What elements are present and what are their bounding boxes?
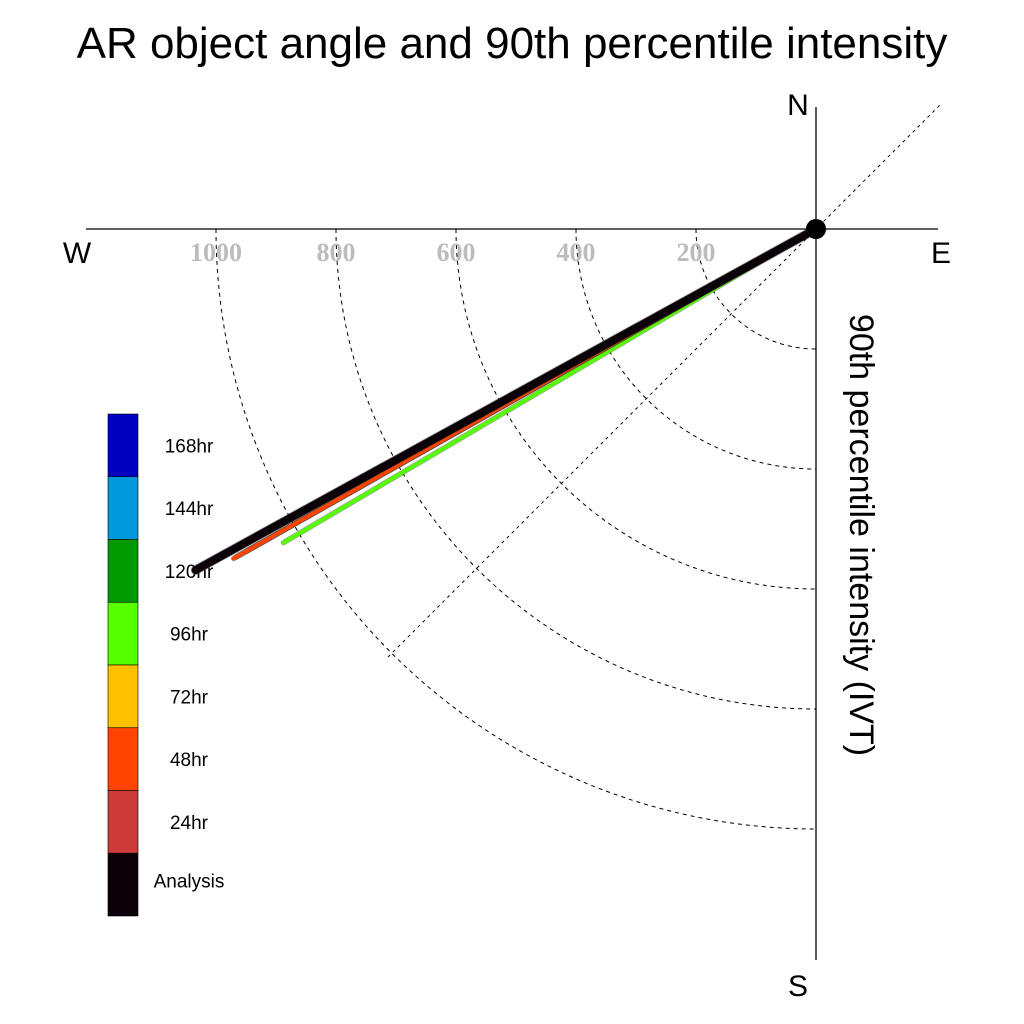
grid-arc (695, 228, 817, 350)
compass-east: E (931, 237, 951, 270)
radial-tick-label: 600 (437, 238, 476, 267)
compass-west: W (63, 237, 92, 270)
series-vector (191, 225, 820, 575)
legend-swatch (107, 664, 139, 729)
legend-label: 72hr (170, 687, 209, 708)
legend-swatch (107, 413, 139, 478)
legend-swatch (107, 852, 139, 917)
grid (215, 104, 941, 830)
y-axis-label: 90th percentile intensity (IVT) (842, 314, 880, 756)
legend-label: 96hr (170, 625, 209, 646)
legend-label: Analysis (154, 872, 225, 893)
compass-south: S (788, 970, 808, 1003)
compass-north: N (787, 89, 809, 122)
legend-label: 168hr (165, 436, 214, 457)
legend-label: 24hr (170, 813, 209, 834)
grid-arc (335, 228, 817, 710)
axes (86, 107, 938, 960)
legend-swatch (107, 539, 139, 603)
legend-swatch (107, 727, 139, 791)
chart-title: AR object angle and 90th percentile inte… (77, 19, 948, 68)
legend-label: 48hr (170, 750, 209, 771)
series (190, 219, 826, 575)
radial-tick-labels: 200 400 600 800 1000 (190, 238, 716, 267)
radial-tick-label: 400 (557, 238, 596, 267)
radial-tick-label: 1000 (190, 238, 242, 267)
origin-dot (806, 219, 826, 239)
legend-swatch (107, 601, 139, 666)
grid-arc (575, 228, 817, 470)
radial-tick-label: 200 (677, 238, 716, 267)
legend-label: 144hr (165, 499, 214, 520)
legend-swatch (107, 790, 139, 854)
legend-swatch (107, 476, 139, 540)
radial-tick-label: 800 (317, 238, 356, 267)
